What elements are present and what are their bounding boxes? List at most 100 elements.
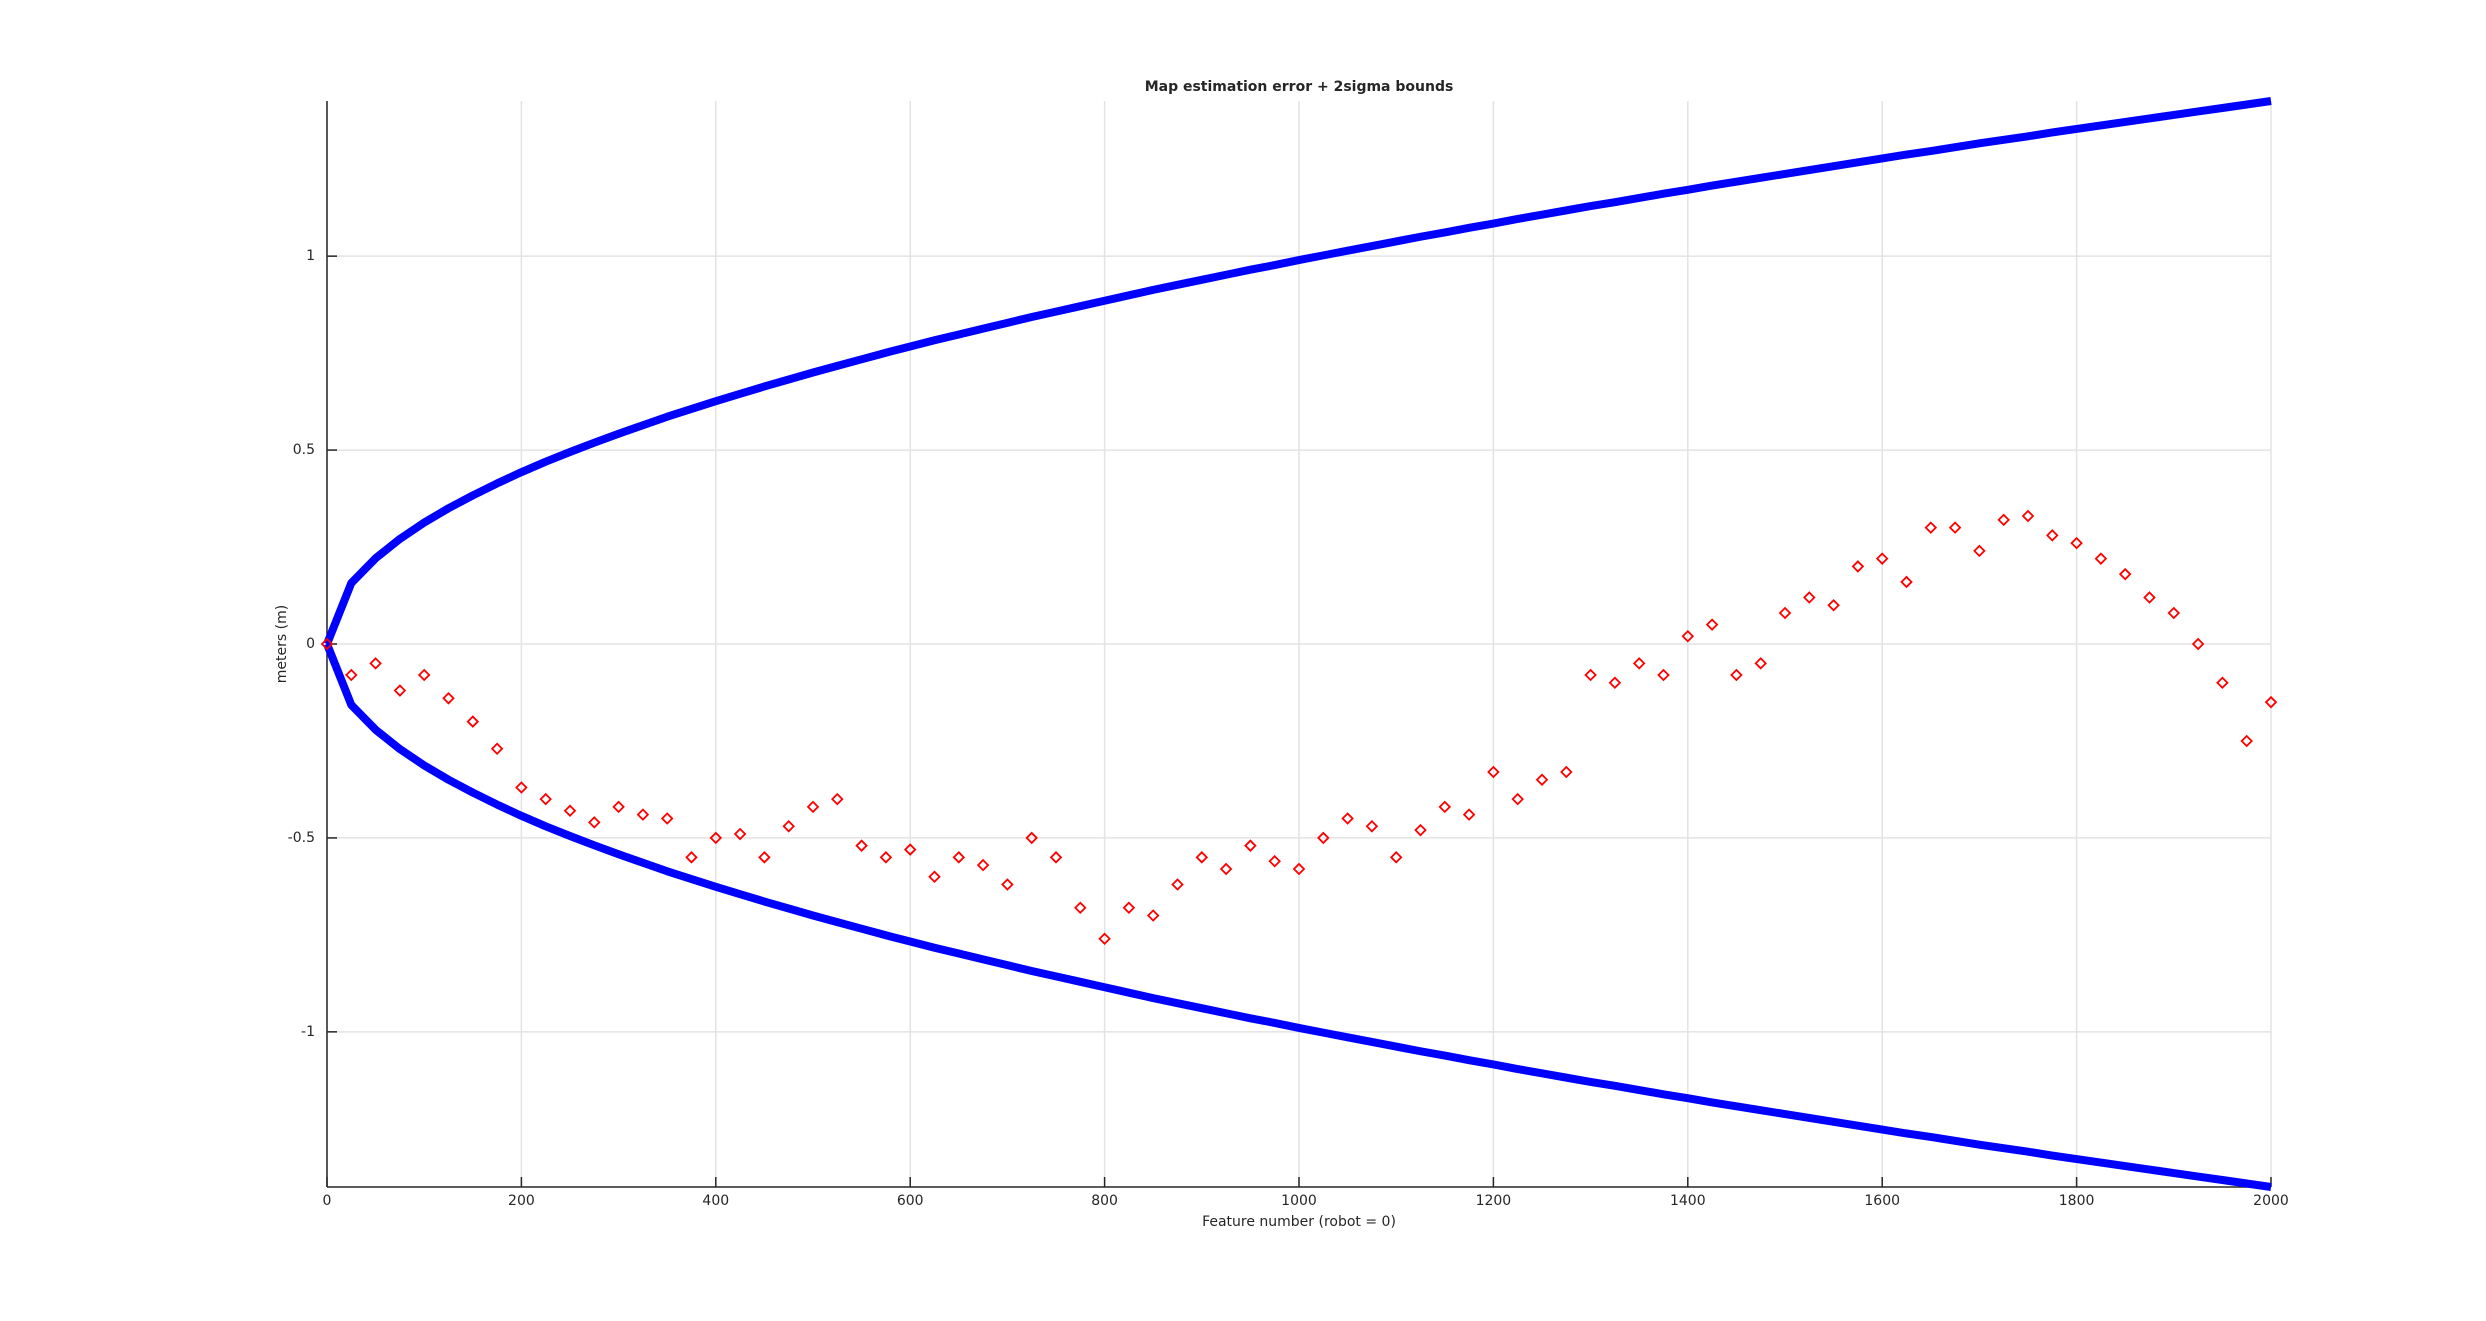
error-marker bbox=[417, 668, 431, 682]
error-marker bbox=[2264, 695, 2278, 709]
x-tick-label: 1800 bbox=[2059, 1193, 2095, 1209]
error-marker bbox=[831, 792, 844, 806]
error-marker bbox=[1560, 765, 1573, 779]
error-marker bbox=[806, 800, 820, 814]
x-tick-label: 1400 bbox=[1670, 1193, 1706, 1209]
error-marker bbox=[1268, 854, 1281, 868]
error-marker bbox=[1875, 552, 1889, 565]
y-tick-label: 0 bbox=[306, 636, 315, 652]
error-marker bbox=[1632, 657, 1646, 670]
error-marker bbox=[1292, 862, 1306, 876]
error-marker bbox=[1122, 901, 1136, 915]
error-marker bbox=[515, 781, 528, 794]
error-marker bbox=[1146, 909, 1160, 922]
error-marker bbox=[1705, 618, 1719, 631]
error-marker bbox=[1511, 792, 1524, 806]
x-tick-label: 600 bbox=[897, 1193, 924, 1209]
error-marker bbox=[1973, 544, 1986, 558]
error-marker bbox=[660, 812, 674, 825]
x-tick-label: 1200 bbox=[1476, 1193, 1512, 1209]
error-marker bbox=[1584, 668, 1597, 682]
error-marker bbox=[1754, 657, 1767, 670]
error-marker bbox=[1341, 812, 1354, 825]
error-marker bbox=[2191, 637, 2205, 651]
error-marker bbox=[1074, 901, 1087, 915]
error-marker bbox=[2240, 734, 2253, 748]
error-marker bbox=[1025, 831, 1038, 845]
error-marker bbox=[1438, 800, 1452, 814]
error-marker bbox=[1365, 820, 1379, 833]
y-axis-label: meters (m) bbox=[274, 605, 290, 683]
chart-title: Map estimation error + 2sigma bounds bbox=[1145, 79, 1454, 95]
bound-line bbox=[323, 97, 2272, 646]
error-marker bbox=[758, 851, 771, 864]
error-marker bbox=[1900, 575, 1913, 589]
error-marker bbox=[369, 657, 382, 670]
error-marker bbox=[2143, 591, 2156, 604]
error-marker bbox=[1948, 521, 1962, 534]
error-marker bbox=[1803, 591, 1816, 604]
bound-line bbox=[323, 642, 2272, 1191]
y-tick-label: 1 bbox=[306, 248, 315, 264]
x-tick-label: 1000 bbox=[1281, 1193, 1317, 1209]
error-marker bbox=[1049, 851, 1063, 864]
error-marker bbox=[733, 827, 747, 841]
error-marker bbox=[2216, 676, 2229, 690]
x-tick-label: 800 bbox=[1091, 1193, 1118, 1209]
error-marker bbox=[1657, 668, 1670, 682]
error-marker bbox=[1171, 878, 1184, 891]
error-marker bbox=[1462, 808, 1476, 821]
error-marker bbox=[1001, 878, 1014, 891]
error-marker bbox=[1389, 851, 1403, 864]
x-tick-label: 1600 bbox=[1864, 1193, 1900, 1209]
error-marker bbox=[1487, 765, 1500, 779]
error-marker bbox=[1244, 839, 1257, 852]
error-marker bbox=[1730, 668, 1743, 682]
error-marker bbox=[1219, 862, 1233, 876]
y-tick-label: -0.5 bbox=[288, 830, 315, 846]
x-tick-label: 400 bbox=[702, 1193, 729, 1209]
error-marker bbox=[636, 808, 650, 821]
error-marker bbox=[612, 800, 625, 814]
error-marker bbox=[490, 742, 504, 755]
error-marker bbox=[928, 870, 941, 883]
error-marker bbox=[563, 804, 577, 818]
error-marker bbox=[588, 816, 601, 829]
error-marker bbox=[2094, 552, 2108, 565]
error-marker bbox=[855, 839, 868, 852]
y-tick-label: 0.5 bbox=[293, 442, 315, 458]
error-marker bbox=[2167, 606, 2181, 620]
error-marker bbox=[2118, 567, 2132, 581]
x-tick-label: 2000 bbox=[2253, 1193, 2289, 1209]
x-axis-label: Feature number (robot = 0) bbox=[1202, 1214, 1396, 1230]
error-marker bbox=[976, 858, 990, 872]
error-marker bbox=[1414, 823, 1427, 837]
error-marker bbox=[685, 851, 698, 864]
error-marker bbox=[466, 715, 480, 728]
error-marker bbox=[345, 668, 358, 682]
error-marker bbox=[1098, 932, 1111, 946]
error-marker bbox=[1608, 676, 1622, 690]
error-marker bbox=[1827, 598, 1840, 612]
error-marker bbox=[1195, 851, 1209, 864]
error-marker bbox=[442, 692, 455, 705]
error-marker bbox=[782, 820, 795, 833]
error-marker bbox=[1997, 513, 2010, 527]
error-marker bbox=[1535, 773, 1549, 787]
error-marker bbox=[393, 684, 407, 697]
error-marker bbox=[1681, 629, 1695, 643]
error-marker bbox=[1317, 831, 1330, 845]
error-marker bbox=[709, 831, 723, 845]
error-marker bbox=[952, 851, 966, 864]
error-marker bbox=[1851, 560, 1865, 573]
error-marker bbox=[2021, 509, 2035, 523]
error-marker bbox=[2046, 529, 2059, 542]
x-tick-label: 0 bbox=[323, 1193, 332, 1209]
error-marker bbox=[320, 637, 334, 651]
error-marker bbox=[903, 843, 917, 856]
x-tick-label: 200 bbox=[508, 1193, 535, 1209]
error-marker bbox=[539, 792, 552, 806]
error-marker bbox=[1924, 521, 1938, 534]
error-marker bbox=[879, 851, 893, 864]
